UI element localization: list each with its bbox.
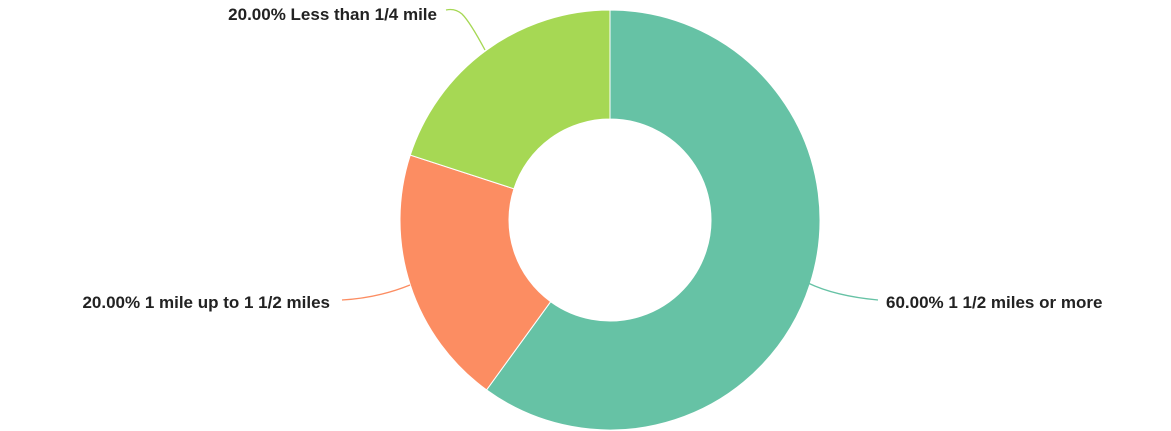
slice-label-1: 60.00% 1 1/2 miles or more — [886, 293, 1102, 312]
leader-line-1 — [807, 282, 879, 301]
slice-3 — [409, 9, 611, 190]
slice-label-2: 20.00% 1 mile up to 1 1/2 miles — [82, 293, 330, 312]
donut-slices — [399, 9, 821, 431]
leader-lines — [341, 8, 879, 301]
leader-line-3 — [445, 8, 486, 51]
slice-1 — [485, 9, 821, 431]
slice-label-3: 20.00% Less than 1/4 mile — [228, 5, 437, 24]
leader-line-2 — [341, 284, 411, 301]
slice-2 — [399, 154, 552, 391]
slice-labels: 60.00% 1 1/2 miles or more 20.00% 1 mile … — [82, 5, 1102, 312]
